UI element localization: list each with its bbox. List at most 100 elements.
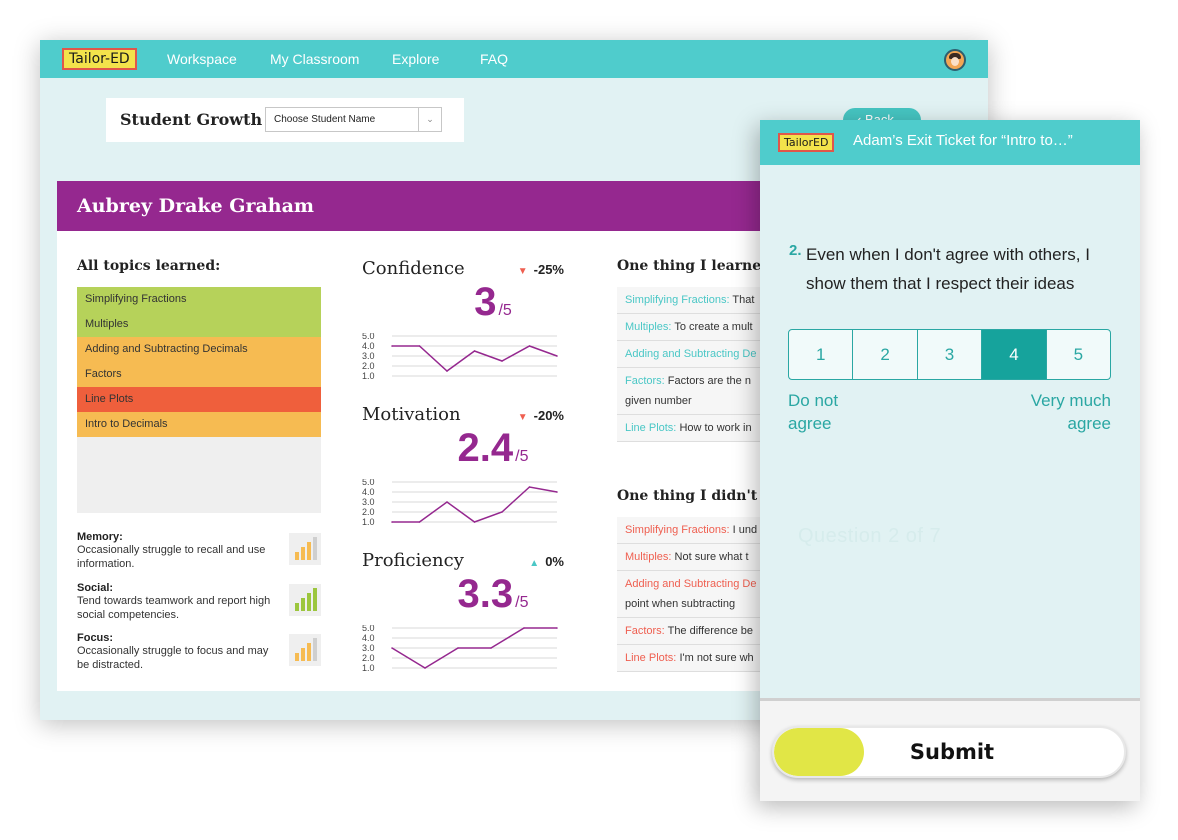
y-tick-label: 4.0 (362, 487, 375, 497)
learned-title: One thing I learned t (617, 258, 783, 274)
back-arrow-icon: ‹ (857, 112, 861, 127)
note-item: Adding and Subtracting De (617, 341, 817, 368)
series-line (391, 627, 557, 669)
app-logo[interactable]: Tailor-ED (62, 48, 137, 70)
submit-label: Submit (909, 740, 995, 764)
metric-title: Confidence (362, 258, 465, 279)
data-point (556, 491, 558, 493)
metric-value: 2.4/5 (418, 426, 568, 471)
motivation-line-chart: 5.04.03.02.01.0 (362, 479, 558, 527)
exit-ticket-logo: TailorED (778, 133, 835, 152)
metric-denominator: /5 (498, 302, 512, 319)
rating-option-4[interactable]: 4 (982, 330, 1047, 379)
metric-denominator: /5 (515, 448, 529, 465)
chevron-down-icon[interactable]: ⌄ (418, 108, 441, 131)
y-tick-label: 2.0 (362, 507, 375, 517)
avatar-face (951, 57, 959, 66)
trait-memory: Memory: Occasionally struggle to recall … (77, 531, 321, 571)
note-text: That (732, 294, 755, 306)
submit-button[interactable]: Submit (772, 726, 1126, 778)
exit-ticket-footer: Submit (760, 698, 1140, 801)
rating-option-2[interactable]: 2 (853, 330, 918, 379)
topic-item: Line Plots (77, 387, 321, 412)
data-point (528, 345, 531, 347)
note-topic: Multiples: (625, 321, 672, 333)
data-point (556, 355, 558, 357)
rating-option-5[interactable]: 5 (1073, 345, 1084, 364)
student-select-value: Choose Student Name (274, 114, 376, 125)
y-tick-label: 5.0 (362, 625, 375, 633)
confidence-line-chart: 5.04.03.02.01.0 (362, 333, 558, 381)
y-tick-label: 1.0 (362, 517, 375, 527)
nav-my-classroom[interactable]: My Classroom (270, 51, 360, 67)
data-point (523, 627, 525, 629)
nav-workspace[interactable]: Workspace (167, 51, 237, 67)
data-point (391, 345, 393, 347)
note-item: Multiples: Not sure what t (617, 544, 817, 571)
trait-social: Social: Tend towards teamwork and report… (77, 582, 321, 622)
note-item: Adding and Subtracting De point when sub… (617, 571, 817, 618)
y-tick-label: 3.0 (362, 643, 375, 653)
note-topic: Adding and Subtracting De (625, 578, 757, 590)
note-item: Multiples: To create a mult (617, 314, 817, 341)
topic-item: Intro to Decimals (77, 412, 321, 437)
exit-ticket-title: Adam’s Exit Ticket for “Intro to…” (853, 132, 1073, 149)
scale-label-low: Do not agree (788, 391, 839, 433)
metric-change-value: 0% (545, 554, 564, 569)
y-tick-label: 4.0 (362, 341, 375, 351)
note-text-continued: point when subtracting (625, 598, 736, 610)
data-point (418, 521, 421, 523)
user-avatar-icon[interactable] (944, 49, 966, 71)
note-text: I und (732, 524, 758, 536)
y-tick-label: 3.0 (362, 497, 375, 507)
trait-label: Memory: (77, 531, 123, 543)
metric-title: Proficiency (362, 550, 464, 571)
note-item: Simplifying Fractions: I und (617, 517, 817, 544)
note-topic: Multiples: (625, 551, 672, 563)
proficiency-line-chart: 5.04.03.02.01.0 (362, 625, 558, 673)
student-name-select[interactable]: Choose Student Name ⌄ (265, 107, 442, 132)
data-point (424, 667, 426, 669)
metric-change: ▼ -25% (518, 262, 564, 277)
avatar-hair (949, 53, 961, 59)
topics-list: Simplifying Fractions Multiples Adding and… (77, 287, 321, 513)
note-text: The difference be (667, 625, 754, 637)
y-tick-label: 4.0 (362, 633, 375, 643)
nav-explore[interactable]: Explore (392, 51, 440, 67)
data-point (528, 486, 531, 488)
submit-slider-knob[interactable] (774, 728, 864, 776)
rating-option-3[interactable]: 3 (918, 330, 983, 379)
top-nav-bar: Tailor-ED Workspace My Classroom Explore… (40, 40, 988, 78)
metric-change: ▲ 0% (529, 554, 564, 569)
data-point (473, 350, 476, 352)
page-title: Student Growth (120, 110, 263, 129)
trait-description: Occasionally struggle to focus and may b… (77, 645, 269, 671)
metric-confidence: Confidence ▼ -25% 3/5 5.0 4.0 3.0 2.0 1.0 (362, 258, 572, 398)
student-name: Aubrey Drake Graham (77, 195, 315, 217)
note-text: I'm not sure wh (679, 652, 754, 664)
metric-motivation: Motivation ▼ -20% 2.4/5 5.0 4.0 3.0 2.0 1.0 (362, 404, 572, 544)
data-point (490, 647, 492, 649)
rating-option-1[interactable]: 1 (789, 330, 854, 379)
note-text: Factors are the n (667, 375, 751, 387)
topics-title: All topics learned: (77, 258, 221, 274)
note-topic: Simplifying Fractions: (625, 294, 730, 306)
metric-value: 3/5 (418, 280, 568, 325)
note-topic: Factors: (625, 375, 665, 387)
trait-description: Occasionally struggle to recall and use … (77, 544, 266, 570)
nav-faq[interactable]: FAQ (480, 51, 509, 67)
trend-up-icon: ▲ (529, 558, 540, 569)
note-topic: Line Plots: (625, 652, 677, 664)
exit-ticket-header: TailorED Adam’s Exit Ticket for “Intro t… (760, 120, 1140, 165)
note-item: Factors: The difference be (617, 618, 817, 645)
question-number: 2. (789, 242, 802, 259)
bar-level-medium-icon (289, 533, 321, 565)
note-text-continued: given number (625, 395, 692, 407)
y-tick-label: 5.0 (362, 479, 375, 487)
metric-change-value: -20% (533, 408, 564, 423)
note-text: How to work in (679, 422, 752, 434)
bar-level-high-icon (289, 584, 321, 616)
trait-label: Focus: (77, 632, 114, 644)
metric-score: 3.3 (457, 572, 514, 616)
metric-value: 3.3/5 (418, 572, 568, 617)
